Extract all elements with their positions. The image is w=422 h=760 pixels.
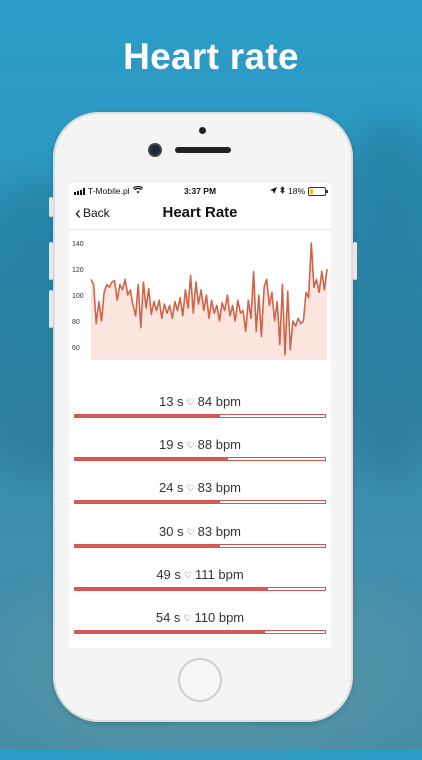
battery-icon [308, 186, 328, 196]
status-bar: T-Mobile.pl 3:37 PM 18% [69, 183, 331, 199]
list-item: 24 s ♡ 83 bpm [74, 478, 326, 521]
entry-time: 24 s [158, 480, 184, 496]
bpm-bar [74, 500, 326, 505]
entry-time: 13 s [158, 394, 184, 409]
bpm-bar-fill [75, 415, 220, 417]
entry-bpm: 84 bpm [197, 394, 242, 409]
y-tick-label: 140 [72, 241, 84, 248]
bpm-bar [74, 586, 326, 591]
entry-bpm: 111 bpm [194, 566, 244, 582]
y-tick-label: 120 [72, 267, 84, 274]
navigation-bar: ‹ Back Heart Rate [69, 199, 331, 230]
bpm-bar-fill [75, 501, 220, 504]
entry-bpm: 88 bpm [197, 437, 242, 453]
power-button [353, 242, 357, 280]
bpm-bar [74, 543, 326, 548]
screen-title: Heart Rate [162, 204, 238, 221]
location-icon [269, 186, 277, 196]
chart-area [91, 243, 327, 360]
bpm-bar [74, 457, 326, 462]
list-item: 13 s ♡ 84 bpm [74, 392, 326, 435]
entry-bpm: 110 bpm [194, 609, 245, 625]
bpm-bar-fill [75, 458, 228, 461]
carrier-name: T-Mobile.pl [88, 186, 130, 196]
entry-bpm: 83 bpm [197, 523, 242, 539]
proximity-sensor [199, 127, 206, 134]
heart-rate-list: 13 s ♡ 84 bpm 19 s ♡ 88 bpm 24 s ♡ 83 bpm 30 s… [74, 392, 326, 648]
wifi-icon [132, 185, 143, 196]
list-item: 19 s ♡ 88 bpm [74, 435, 326, 478]
heart-rate-series-line [90, 242, 328, 356]
entry-time: 30 s [158, 523, 184, 539]
volume-up-button [49, 242, 53, 280]
heart-icon: ♡ [186, 483, 195, 494]
home-button[interactable] [178, 658, 222, 702]
phone-frame: T-Mobile.pl 3:37 PM 18% ‹ Back [49, 112, 357, 722]
bpm-bar [74, 629, 326, 634]
battery-percent: 18% [287, 186, 305, 196]
bpm-bar-fill [75, 544, 220, 547]
bpm-bar-fill [75, 630, 265, 633]
heart-icon: ♡ [183, 612, 192, 623]
chevron-left-icon: ‹ [75, 203, 81, 223]
page-headline: Heart rate [123, 36, 299, 77]
back-label: Back [83, 206, 110, 220]
app-screen: T-Mobile.pl 3:37 PM 18% ‹ Back [69, 183, 331, 648]
entry-time: 54 s [155, 609, 181, 625]
status-time: 3:37 PM [183, 186, 217, 196]
front-camera [150, 145, 160, 155]
entry-time: 19 s [158, 437, 184, 453]
y-tick-label: 100 [72, 293, 84, 300]
bpm-bar-fill [75, 587, 268, 590]
back-button[interactable]: ‹ Back [75, 204, 110, 222]
heart-icon: ♡ [186, 440, 195, 451]
list-item: 49 s ♡ 111 bpm [74, 565, 326, 608]
y-tick-label: 60 [72, 345, 80, 352]
heart-icon: ♡ [186, 397, 195, 407]
heart-icon: ♡ [183, 569, 192, 580]
earpiece-speaker [175, 147, 231, 153]
mute-switch [49, 197, 53, 217]
bluetooth-icon [280, 186, 285, 196]
entry-bpm: 83 bpm [197, 480, 242, 496]
volume-down-button [49, 290, 53, 328]
y-tick-label: 80 [72, 319, 80, 326]
entry-time: 49 s [156, 566, 181, 582]
list-item: 54 s ♡ 110 bpm [74, 608, 326, 648]
heart-rate-chart: 140 120 100 80 60 [72, 241, 328, 360]
signal-icon [74, 187, 85, 195]
bpm-bar [74, 414, 326, 418]
heart-icon: ♡ [186, 526, 195, 537]
list-item: 30 s ♡ 83 bpm [74, 522, 326, 565]
